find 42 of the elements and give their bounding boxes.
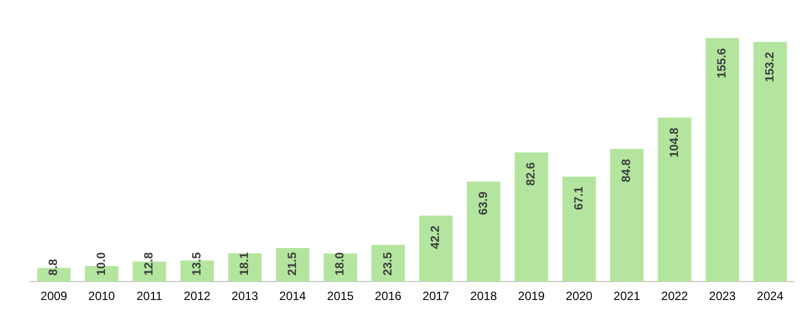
x-tick-label: 2017: [422, 289, 450, 304]
x-tick-label: 2010: [88, 289, 116, 304]
bar: [514, 152, 548, 282]
data-label: 63.9: [476, 191, 490, 215]
x-tick-label: 2023: [709, 289, 736, 304]
data-label: 13.5: [189, 252, 204, 276]
data-label: 67.1: [571, 186, 586, 210]
bar: [658, 118, 692, 282]
x-tick-label: 2014: [279, 289, 306, 304]
x-tick-label: 2016: [374, 289, 402, 304]
data-label: 84.8: [619, 158, 634, 182]
x-tick-label: 2020: [566, 289, 593, 304]
x-tick-label: 2021: [614, 289, 641, 304]
data-label: 42.2: [428, 225, 442, 249]
data-label: 104.8: [666, 127, 681, 158]
data-label: 10.0: [94, 252, 108, 276]
bar: [706, 38, 740, 282]
x-tick-label: 2015: [327, 289, 354, 304]
x-tick-label: 2019: [518, 289, 546, 304]
bar: [610, 148, 644, 282]
data-label: 21.5: [284, 252, 299, 276]
data-label: 23.5: [380, 252, 394, 276]
x-tick-label: 2022: [661, 289, 688, 304]
x-tick-label: 2012: [184, 289, 211, 304]
data-label: 82.6: [524, 162, 538, 186]
data-label: 18.0: [332, 252, 347, 276]
bar: [276, 248, 310, 282]
data-label: 18.1: [237, 252, 252, 276]
bar: [753, 42, 787, 282]
data-label: 153.2: [762, 52, 776, 82]
data-label: 8.8: [46, 258, 60, 276]
x-tick-label: 2018: [470, 289, 498, 304]
x-tick-label: 2013: [232, 289, 259, 304]
x-tick-label: 2011: [136, 289, 163, 304]
bar: [419, 216, 453, 282]
x-tick-label: 2009: [40, 289, 68, 304]
bar: [466, 182, 500, 282]
bar: [562, 176, 596, 282]
bar: [371, 244, 405, 282]
data-label: 155.6: [714, 48, 729, 78]
x-tick-label: 2024: [756, 289, 784, 304]
data-label: 12.8: [142, 252, 156, 276]
